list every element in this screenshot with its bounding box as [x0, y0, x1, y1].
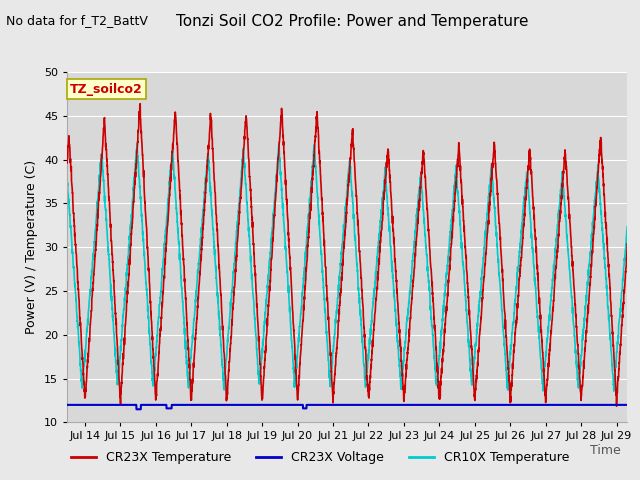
CR23X Voltage	[127, 402, 135, 408]
CR23X Temperature	[63, 160, 71, 166]
CR23X Voltage	[132, 407, 140, 412]
CR10X Temperature	[303, 243, 310, 249]
CR23X Temperature	[303, 266, 310, 272]
Text: No data for f_T2_BattV: No data for f_T2_BattV	[6, 14, 148, 27]
Line: CR10X Temperature: CR10X Temperature	[67, 144, 627, 391]
CR23X Voltage	[278, 402, 286, 408]
CR10X Temperature	[623, 224, 631, 229]
Line: CR23X Temperature: CR23X Temperature	[67, 104, 627, 406]
Legend: CR23X Temperature, CR23X Voltage, CR10X Temperature: CR23X Temperature, CR23X Voltage, CR10X …	[66, 446, 574, 469]
CR10X Temperature	[127, 219, 135, 225]
CR23X Temperature	[161, 276, 168, 281]
Text: TZ_soilco2: TZ_soilco2	[70, 83, 143, 96]
CR10X Temperature	[610, 388, 618, 394]
CR23X Temperature	[552, 264, 560, 270]
CR10X Temperature	[278, 195, 286, 201]
CR10X Temperature	[552, 241, 560, 247]
CR23X Temperature	[136, 101, 144, 107]
CR23X Temperature	[127, 240, 135, 246]
CR23X Voltage	[161, 402, 168, 408]
CR10X Temperature	[133, 141, 141, 146]
CR23X Voltage	[623, 402, 631, 408]
Text: Time: Time	[590, 444, 621, 457]
Text: Tonzi Soil CO2 Profile: Power and Temperature: Tonzi Soil CO2 Profile: Power and Temper…	[176, 14, 528, 29]
CR23X Voltage	[303, 406, 310, 411]
CR23X Voltage	[552, 402, 560, 408]
Line: CR23X Voltage: CR23X Voltage	[67, 405, 627, 409]
CR23X Temperature	[623, 241, 631, 247]
CR10X Temperature	[161, 242, 168, 248]
CR10X Temperature	[63, 177, 71, 183]
CR23X Voltage	[612, 402, 620, 408]
CR23X Temperature	[612, 403, 620, 409]
Y-axis label: Power (V) / Temperature (C): Power (V) / Temperature (C)	[26, 160, 38, 334]
CR23X Voltage	[63, 402, 71, 408]
CR10X Temperature	[612, 349, 620, 355]
CR23X Temperature	[612, 397, 620, 403]
CR23X Temperature	[278, 112, 286, 118]
